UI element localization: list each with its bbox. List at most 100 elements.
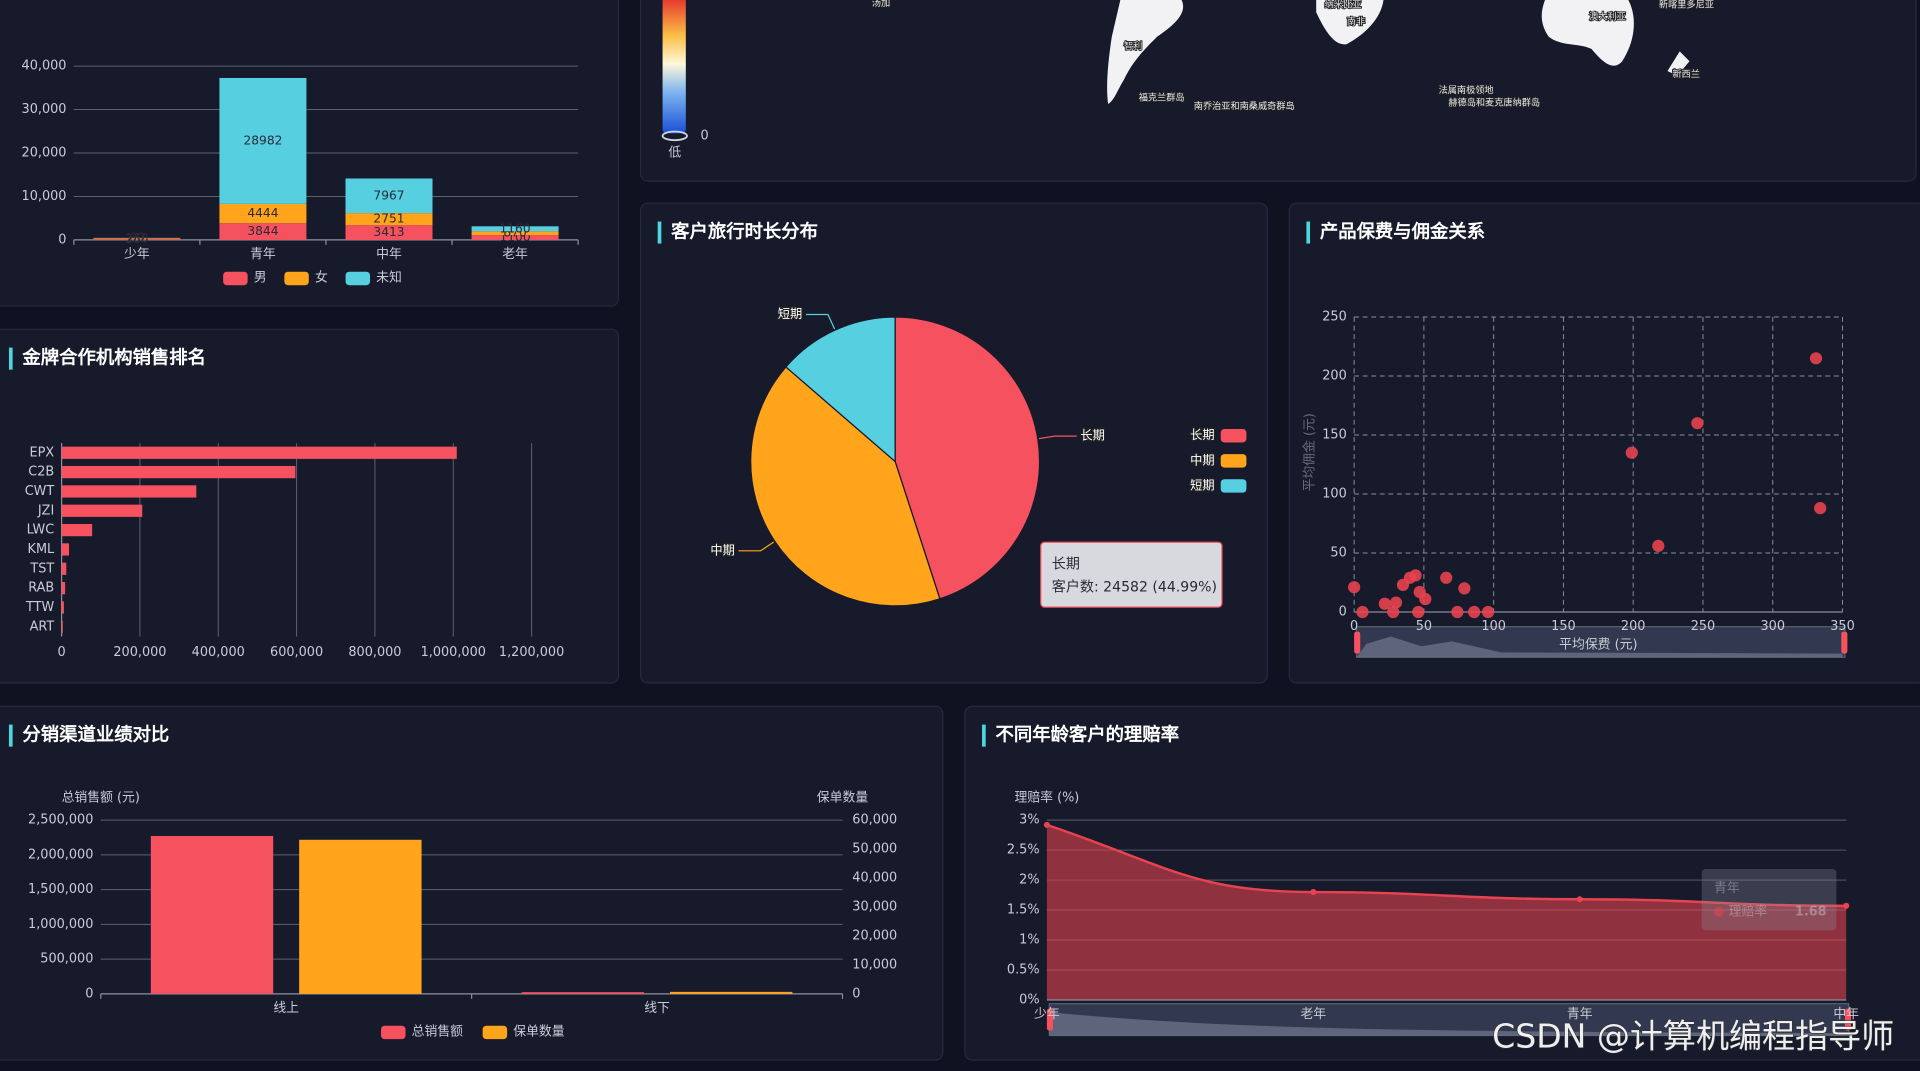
y-tick-label: 0% xyxy=(1019,993,1039,1008)
y-tick-label: 0 xyxy=(85,986,93,1001)
x-tick-label: 800,000 xyxy=(348,645,401,660)
x-tick-label: 青年 xyxy=(1567,1007,1593,1022)
legend-label: 男 xyxy=(254,270,267,285)
map-label: 法属南极领地 xyxy=(1439,84,1494,96)
legend-swatch xyxy=(1220,454,1247,468)
land xyxy=(1667,51,1690,76)
data-label: 2751 xyxy=(373,212,404,226)
point xyxy=(1412,605,1425,619)
x-tick-label: 少年 xyxy=(124,247,150,262)
data-label: 3413 xyxy=(373,225,404,239)
bar xyxy=(61,543,70,556)
legend-swatch xyxy=(1220,429,1247,443)
legend-label: 短期 xyxy=(1190,478,1214,492)
point xyxy=(1440,571,1453,584)
y-tick-label: 0 xyxy=(852,986,860,1001)
x-tick-label: 50 xyxy=(1416,619,1432,634)
slice-label: 长期 xyxy=(1080,429,1104,443)
visual-map-bar xyxy=(662,0,686,134)
y-tick-label: 2% xyxy=(1019,873,1039,888)
y-tick-label: EPX xyxy=(30,445,55,460)
y-tick-label: KML xyxy=(28,542,56,557)
x-tick-label: 0 xyxy=(57,645,65,660)
panel xyxy=(639,0,1917,182)
point xyxy=(1348,581,1361,594)
bar xyxy=(61,465,296,479)
legend-label: 长期 xyxy=(1190,428,1214,442)
x-tick-label: 1,200,000 xyxy=(499,645,564,660)
bar-segment xyxy=(471,226,559,232)
data-label: 28982 xyxy=(243,133,282,147)
map-label: 福克兰群岛 xyxy=(1139,91,1185,103)
bar xyxy=(61,620,63,633)
tooltip-name: 理赔率 xyxy=(1729,903,1768,919)
title-accent xyxy=(982,724,986,747)
point xyxy=(1458,582,1471,595)
visual-map-min-label: 低 xyxy=(668,146,681,161)
zoom-handle xyxy=(1354,631,1361,654)
tooltip-text: 客户数: 24582 (44.99%) xyxy=(1052,579,1217,596)
bar-segment xyxy=(219,203,307,224)
point xyxy=(1419,592,1432,606)
y-tick-label: 40,000 xyxy=(852,871,897,886)
point xyxy=(1481,605,1495,619)
land xyxy=(1316,0,1384,45)
y-tick-label: 500,000 xyxy=(40,952,93,967)
y-tick-label: ART xyxy=(30,619,55,634)
legend-swatch xyxy=(345,271,371,286)
y-tick-label: 0 xyxy=(1339,605,1347,620)
bar-segment xyxy=(93,238,181,239)
y-axis-name: 平均佣金 (元) xyxy=(1302,413,1318,491)
panel-title: 客户旅行时长分布 xyxy=(671,221,818,243)
slice-label: 中期 xyxy=(710,542,734,557)
y-tick-label: JZI xyxy=(37,503,54,518)
tooltip-title: 长期 xyxy=(1052,556,1080,572)
panel xyxy=(0,328,620,684)
y-tick-label: 10,000 xyxy=(22,189,67,204)
zoom-preview xyxy=(1356,636,1843,658)
x-tick-label: 1,000,000 xyxy=(421,645,486,660)
point xyxy=(1468,605,1481,619)
bar-segment xyxy=(345,225,433,240)
area-fill xyxy=(1046,824,1847,1001)
bar xyxy=(670,991,793,994)
point xyxy=(1625,446,1638,459)
visual-map-min: 0 xyxy=(701,128,709,143)
x-tick-label: 400,000 xyxy=(192,645,245,660)
land xyxy=(1541,0,1634,66)
y-tick-label: 2,500,000 xyxy=(28,813,93,828)
bar xyxy=(150,836,274,994)
legend-label: 保单数量 xyxy=(513,1024,565,1039)
x-axis-name: 平均保费 (元) xyxy=(1559,638,1637,653)
y-tick-label: 50 xyxy=(1330,546,1346,561)
point xyxy=(1378,597,1391,610)
zoom-handle xyxy=(1844,1008,1852,1031)
bar-segment xyxy=(93,238,181,240)
bar-segment xyxy=(345,213,433,226)
y-tick-label: 200 xyxy=(1322,369,1347,384)
tooltip-title: 青年 xyxy=(1714,881,1740,896)
data-label: 1160 xyxy=(500,221,531,235)
panel xyxy=(1288,202,1920,684)
map-label: 南乔治亚和南桑威奇群岛 xyxy=(1194,100,1295,112)
y-tick-label: C2B xyxy=(28,465,54,480)
bar-segment xyxy=(471,235,559,240)
data-label: 3844 xyxy=(247,224,278,238)
x-tick-label: 100 xyxy=(1481,619,1506,634)
y-tick-label: TST xyxy=(29,561,54,576)
map-label: 澳大利亚 xyxy=(1589,11,1626,23)
land xyxy=(1107,0,1184,105)
x-tick-label: 线上 xyxy=(273,1001,299,1016)
y-tick-label: LWC xyxy=(27,523,55,538)
y-tick-label: 3% xyxy=(1019,813,1039,828)
y-tick-label: TTW xyxy=(25,600,54,615)
legend-label: 总销售额 xyxy=(412,1023,464,1039)
map-label: 新喀里多尼亚 xyxy=(1659,0,1714,10)
title-accent xyxy=(8,724,13,747)
x-tick-label: 200,000 xyxy=(113,645,166,660)
slice-label: 短期 xyxy=(778,307,802,321)
y-axis-name: 理赔率 (%) xyxy=(1014,790,1079,806)
point xyxy=(1843,902,1850,909)
